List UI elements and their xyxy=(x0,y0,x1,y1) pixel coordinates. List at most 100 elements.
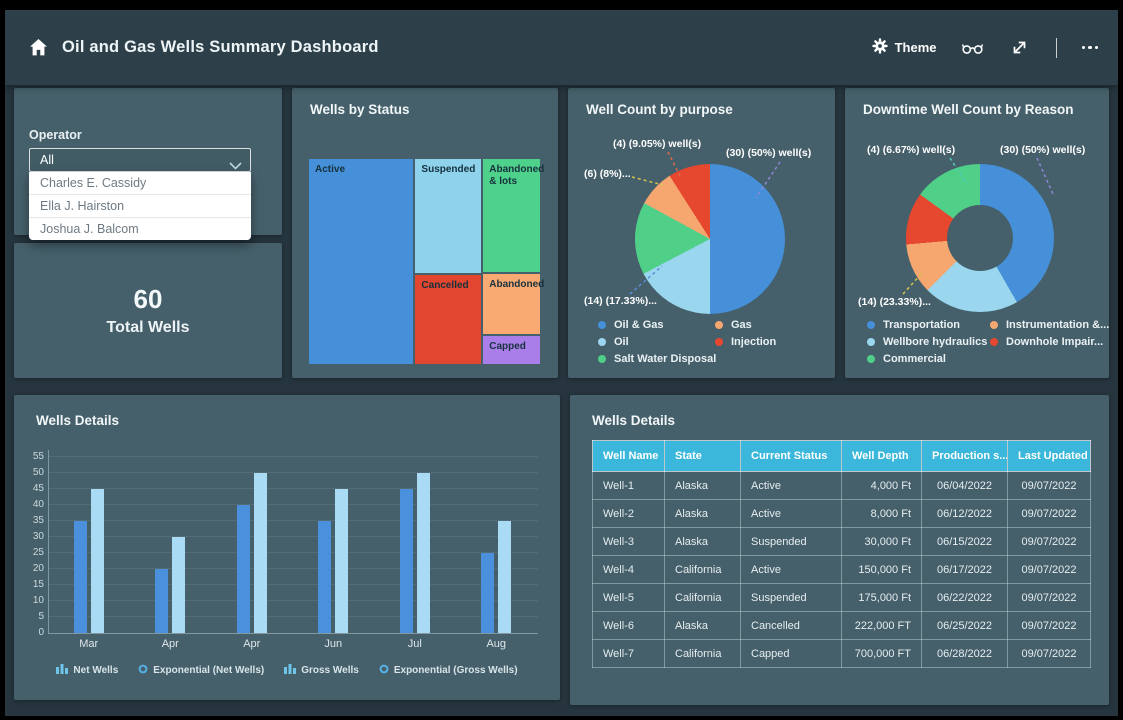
x-tick-label: Jun xyxy=(324,638,343,650)
bar-gross-wells[interactable] xyxy=(335,489,349,633)
donut-callout-label: (14) (23.33%)... xyxy=(858,296,931,308)
table-header-row: Well Name State Current Status Well Depth Pr… xyxy=(592,440,1091,472)
operator-dropdown[interactable]: All xyxy=(29,148,251,172)
downtime-donut-chart[interactable] xyxy=(906,164,1054,312)
table-cell: 09/07/2022 xyxy=(1007,471,1091,500)
donut-callout-label: (30) (50%) well(s) xyxy=(1000,144,1086,156)
home-icon[interactable] xyxy=(27,37,49,59)
well-count-by-purpose-panel: Well Count by purpose (4) (9.05%) well(s… xyxy=(568,88,835,378)
legend-label: Wellbore hydraulics xyxy=(883,336,988,348)
table-header-cell[interactable]: State xyxy=(664,440,741,472)
treemap-node-cancelled[interactable]: Cancelled xyxy=(415,274,482,364)
legend-label: Downhole Impair... xyxy=(1006,336,1104,348)
table-header-cell[interactable]: Well Name xyxy=(592,440,665,472)
treemap-node-suspended[interactable]: Suspended xyxy=(415,159,482,273)
table-cell: 150,000 Ft xyxy=(841,555,922,584)
chevron-down-icon xyxy=(229,157,242,175)
ring-series-icon xyxy=(379,661,389,679)
table-row[interactable]: Well-5 California Suspended 175,000 Ft 06/22… xyxy=(592,583,1091,612)
legend-dot-icon xyxy=(990,338,998,346)
bar-net-wells[interactable] xyxy=(236,505,250,633)
table-cell: California xyxy=(664,583,741,612)
operator-option[interactable]: Ella J. Hairston xyxy=(29,195,251,218)
y-tick-label: 15 xyxy=(32,579,44,590)
treemap-node-label: Capped xyxy=(489,340,526,352)
dashboard-canvas: Oil and Gas Wells Summary Dashboard Them… xyxy=(5,10,1118,716)
legend-item[interactable]: Salt Water Disposal xyxy=(598,353,716,365)
table-row[interactable]: Well-3 Alaska Suspended 30,000 Ft 06/15/2022… xyxy=(592,527,1091,556)
y-tick-label: 35 xyxy=(32,515,44,526)
table-header-cell[interactable]: Last Updated xyxy=(1007,440,1091,472)
legend-item[interactable]: Gas xyxy=(715,319,820,331)
treemap-node-active[interactable]: Active xyxy=(309,159,414,364)
treemap-node-label: Cancelled xyxy=(421,279,469,291)
table-row[interactable]: Well-1 Alaska Active 4,000 Ft 06/04/2022 09/0… xyxy=(592,471,1091,500)
treemap-node-capped[interactable]: Capped xyxy=(483,335,540,364)
y-tick-label: 55 xyxy=(32,451,44,462)
legend-item[interactable]: Exponential (Gross Wells) xyxy=(379,661,518,679)
legend-item[interactable]: Wellbore hydraulics xyxy=(867,336,987,348)
legend-label: Exponential (Gross Wells) xyxy=(393,664,518,676)
y-tick-label: 40 xyxy=(32,499,44,510)
bar-gross-wells[interactable] xyxy=(172,537,186,633)
legend-label: Salt Water Disposal xyxy=(614,353,717,365)
operator-option[interactable]: Charles E. Cassidy xyxy=(29,172,251,195)
theme-button[interactable]: Theme xyxy=(871,38,937,57)
pie-callout-label: (14) (17.33%)... xyxy=(584,295,657,307)
bar-gross-wells[interactable] xyxy=(90,489,104,633)
panel-title: Wells Details xyxy=(592,413,676,428)
table-cell: 09/07/2022 xyxy=(1007,527,1091,556)
legend-item[interactable]: Transportation xyxy=(867,319,978,331)
panel-title: Well Count by purpose xyxy=(586,102,733,117)
treemap-column: Suspended Cancelled xyxy=(415,159,482,364)
table-cell: Suspended xyxy=(740,583,842,612)
gear-icon xyxy=(871,38,888,57)
table-cell: 222,000 FT xyxy=(841,611,922,640)
legend-item[interactable]: Instrumentation &... xyxy=(990,319,1109,331)
table-header-cell[interactable]: Current Status xyxy=(740,440,842,472)
bar-net-wells[interactable] xyxy=(318,521,332,633)
bar-gross-wells[interactable] xyxy=(253,473,267,633)
gridline xyxy=(49,584,538,585)
treemap-node-abandoned-lots[interactable]: Abandoned & lots xyxy=(483,159,544,272)
bar-net-wells[interactable] xyxy=(399,489,413,633)
bar-net-wells[interactable] xyxy=(155,569,169,633)
purpose-pie-chart[interactable] xyxy=(635,164,785,314)
table-cell: Well-5 xyxy=(592,583,665,612)
treemap-node-abandoned[interactable]: Abandoned xyxy=(483,273,544,334)
table-row[interactable]: Well-2 Alaska Active 8,000 Ft 06/12/2022 09/0… xyxy=(592,499,1091,528)
legend-item[interactable]: Oil & Gas xyxy=(598,319,703,331)
bar-gross-wells[interactable] xyxy=(498,521,512,633)
gridline xyxy=(49,536,538,537)
legend-item[interactable]: Net Wells xyxy=(56,661,118,679)
legend-item[interactable]: Injection xyxy=(715,336,820,348)
legend-item[interactable]: Downhole Impair... xyxy=(990,336,1104,348)
legend-item[interactable]: Exponential (Net Wells) xyxy=(138,661,264,679)
table-cell: 700,000 FT xyxy=(841,639,922,668)
table-cell: 06/15/2022 xyxy=(921,527,1008,556)
table-row[interactable]: Well-6 Alaska Cancelled 222,000 FT 06/25/202… xyxy=(592,611,1091,640)
pie-callout-label: (4) (9.05%) well(s) xyxy=(613,138,702,150)
y-tick-label: 50 xyxy=(32,467,44,478)
fullscreen-expand-icon[interactable] xyxy=(1009,37,1031,59)
gridline xyxy=(49,520,538,521)
legend-label: Transportation xyxy=(883,319,961,331)
legend-item[interactable]: Gross Wells xyxy=(284,661,359,679)
operator-filter-panel: Operator All Charles E. Cassidy Ella J. H… xyxy=(14,88,282,240)
purpose-pie-area: (4) (9.05%) well(s) (30) (50%) well(s) (… xyxy=(568,88,835,378)
bar-net-wells[interactable] xyxy=(481,553,495,633)
legend-dot-icon xyxy=(867,321,875,329)
table-cell: 09/07/2022 xyxy=(1007,499,1091,528)
table-header-cell[interactable]: Production s... xyxy=(921,440,1008,472)
preview-eyeglasses-icon[interactable] xyxy=(962,37,984,59)
bar-net-wells[interactable] xyxy=(73,521,87,633)
legend-item[interactable]: Oil xyxy=(598,336,703,348)
table-header-cell[interactable]: Well Depth xyxy=(841,440,922,472)
gridline xyxy=(49,504,538,505)
table-row[interactable]: Well-4 California Active 150,000 Ft 06/17/20… xyxy=(592,555,1091,584)
legend-item[interactable]: Commercial xyxy=(867,353,978,365)
bar-gross-wells[interactable] xyxy=(416,473,430,633)
operator-option[interactable]: Joshua J. Balcom xyxy=(29,218,251,240)
more-options-ellipsis-icon[interactable] xyxy=(1081,45,1098,50)
table-row[interactable]: Well-7 California Capped 700,000 FT 06/28/20… xyxy=(592,639,1091,668)
